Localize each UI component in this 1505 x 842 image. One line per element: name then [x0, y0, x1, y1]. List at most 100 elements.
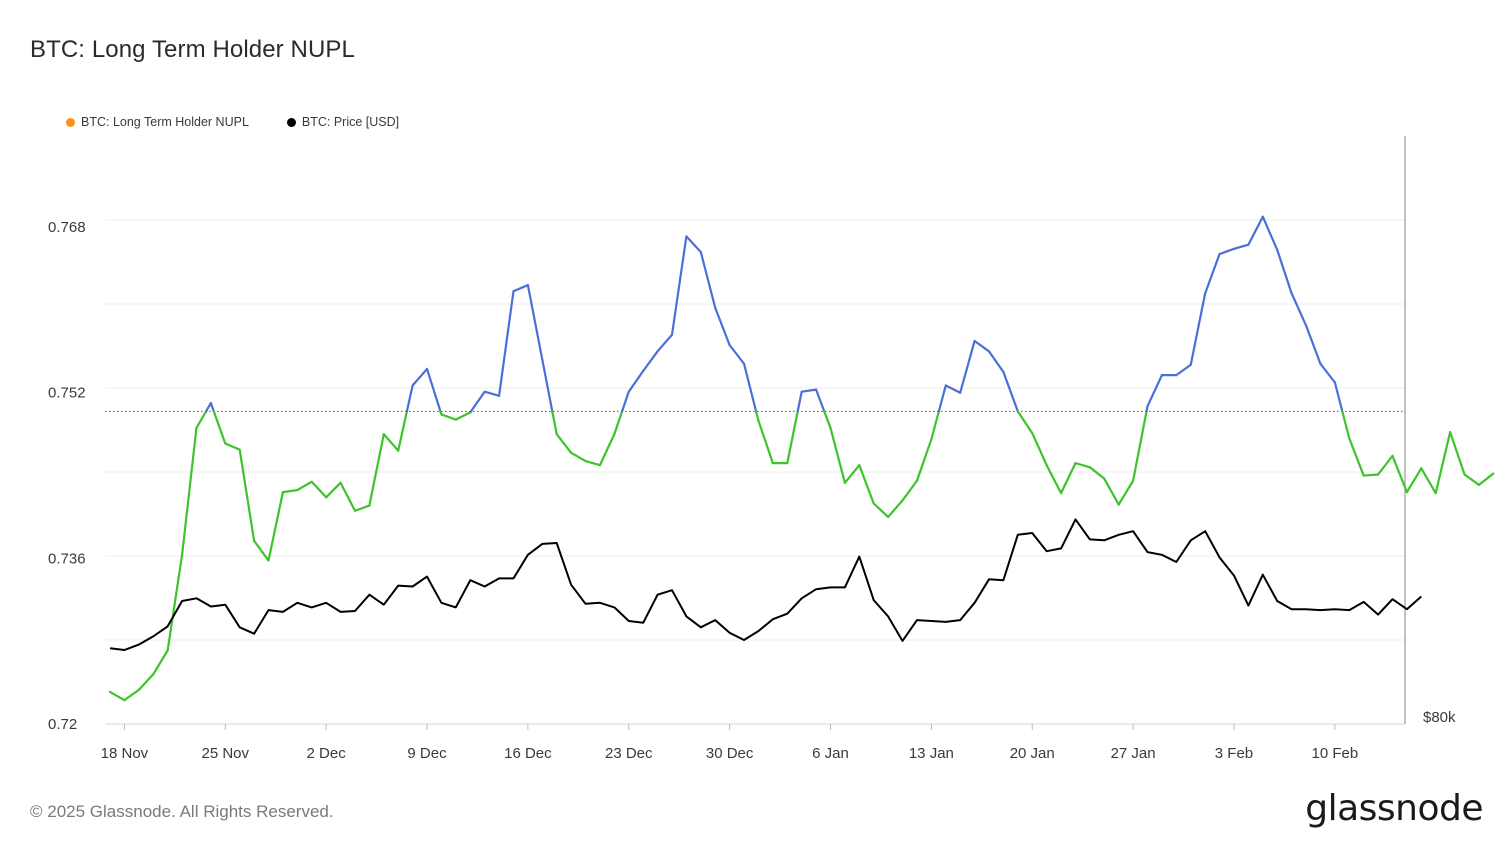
nupl-line-segment — [526, 283, 544, 361]
nupl-line-segment — [405, 384, 414, 413]
x-tick-label: 3 Feb — [1215, 745, 1253, 762]
x-tick-label: 6 Jan — [812, 745, 849, 762]
nupl-line-segment — [1016, 410, 1034, 435]
x-tick-label: 30 Dec — [706, 745, 754, 762]
nupl-line-segment — [1290, 292, 1308, 327]
nupl-line-segment — [382, 433, 400, 452]
nupl-line-segment — [1376, 454, 1394, 476]
nupl-line-segment — [152, 649, 169, 676]
nupl-line-segment — [742, 362, 758, 413]
legend-dot-price — [286, 117, 296, 127]
nupl-line-segment — [1463, 473, 1481, 486]
nupl-line-segment — [598, 433, 616, 467]
x-tick-label: 25 Nov — [202, 745, 250, 762]
nupl-line-segment — [267, 491, 285, 562]
x-tick-label: 23 Dec — [605, 745, 653, 762]
nupl-line-segment — [1059, 462, 1077, 495]
legend: BTC: Long Term Holder NUPL BTC: Price [U… — [66, 115, 437, 129]
nupl-line-segment — [555, 433, 573, 454]
nupl-line-segment — [512, 283, 529, 293]
nupl-line-segment — [296, 480, 313, 492]
right-axis-label: $80k — [1423, 709, 1456, 726]
legend-item-price[interactable]: BTC: Price [USD] — [286, 115, 399, 129]
grid — [105, 219, 1405, 725]
nupl-line-segment — [959, 339, 976, 394]
x-tick-label: 13 Jan — [909, 745, 954, 762]
nupl-line-segment — [570, 451, 587, 463]
nupl-line-segment — [204, 401, 212, 413]
nupl-line-segment — [1348, 437, 1365, 477]
nupl-line-segment — [728, 344, 746, 365]
nupl-line-segment — [1175, 363, 1192, 377]
y-tick-label: 0.736 — [48, 550, 86, 567]
x-tick-label: 16 Dec — [504, 745, 552, 762]
nupl-line-segment — [685, 235, 702, 254]
nupl-line-segment — [1420, 467, 1437, 495]
nupl-line-segment — [786, 410, 799, 465]
nupl-line-segment — [1319, 362, 1336, 384]
nupl-line-segment — [353, 504, 371, 512]
nupl-line-segment — [339, 481, 357, 512]
nupl-line-segment — [584, 459, 602, 467]
nupl-line-segment — [613, 410, 624, 436]
y-axis-ticks: 0.72 0.736 0.752 0.768 — [48, 219, 86, 733]
series-nupl — [108, 215, 1495, 702]
series-price — [109, 518, 1422, 651]
nupl-line-segment — [325, 481, 342, 499]
nupl-line-segment — [1074, 462, 1091, 469]
copyright-footer: © 2025 Glassnode. All Rights Reserved. — [30, 802, 334, 821]
nupl-line-segment — [1449, 430, 1466, 476]
legend-dot-nupl — [66, 117, 75, 127]
glassnode-logo: glassnode — [1305, 788, 1483, 829]
x-tick-label: 27 Jan — [1111, 745, 1156, 762]
nupl-line-segment — [411, 367, 429, 387]
nupl-line-segment — [253, 539, 270, 562]
nupl-line-segment — [180, 426, 198, 557]
nupl-line-segment — [310, 480, 328, 499]
nupl-line-segment — [1391, 454, 1409, 494]
nupl-line-segment — [843, 464, 861, 484]
nupl-line-segment — [796, 390, 803, 413]
nupl-line-segment — [1333, 381, 1344, 413]
nupl-line-segment — [209, 401, 215, 413]
nupl-line-segment — [915, 438, 933, 482]
nupl-line-segment — [1103, 477, 1120, 506]
nupl-line-segment — [670, 235, 688, 336]
nupl-line-segment — [714, 306, 731, 347]
nupl-line-segment — [858, 464, 875, 505]
nupl-line-segment — [754, 410, 760, 422]
legend-item-nupl[interactable]: BTC: Long Term Holder NUPL — [66, 115, 249, 129]
nupl-line-segment — [1362, 473, 1380, 477]
nupl-line-segment — [483, 390, 501, 397]
nupl-line-segment — [627, 369, 645, 393]
nupl-line-segment — [1002, 370, 1019, 413]
axes — [105, 136, 1406, 725]
x-tick-label: 9 Dec — [407, 745, 447, 762]
nupl-line-segment — [541, 358, 554, 413]
nupl-line-segment — [281, 488, 299, 494]
nupl-line-segment — [1276, 248, 1293, 295]
nupl-line-segment — [823, 410, 832, 430]
x-axis-ticks: 18 Nov 25 Nov 2 Dec 9 Dec 16 Dec 23 Dec 30 Dec… — [101, 724, 1358, 762]
x-tick-label: 2 Dec — [307, 745, 347, 762]
nupl-line-segment — [1232, 243, 1250, 250]
nupl-line-segment — [1031, 432, 1048, 467]
nupl-line-segment — [212, 410, 227, 445]
nupl-line-segment — [642, 350, 659, 373]
nupl-line-segment — [497, 290, 515, 397]
x-tick-label: 20 Jan — [1010, 745, 1055, 762]
y-tick-label: 0.768 — [48, 219, 86, 236]
nupl-line-segment — [944, 384, 962, 394]
nupl-line-segment — [814, 388, 826, 413]
x-tick-label: 10 Feb — [1311, 745, 1358, 762]
nupl-line-segment — [1117, 479, 1135, 506]
x-tick-label: 18 Nov — [101, 745, 149, 762]
nupl-line-segment — [108, 690, 126, 702]
y-tick-label: 0.752 — [48, 385, 86, 402]
nupl-line-segment — [1434, 430, 1452, 495]
nupl-line-segment — [937, 384, 947, 413]
nupl-line-segment — [1146, 374, 1164, 408]
nupl-line-segment — [699, 250, 717, 309]
